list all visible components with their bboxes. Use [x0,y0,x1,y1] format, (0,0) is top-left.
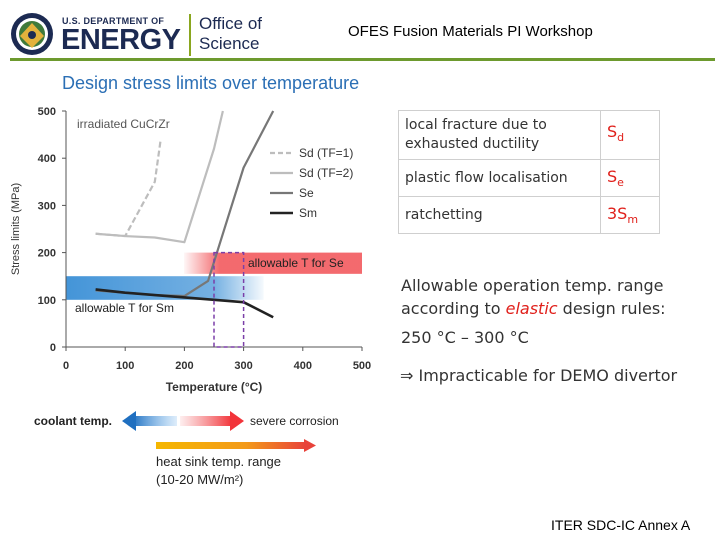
heat-sink-arrow-head [304,439,316,452]
band-label-sm: allowable T for Sm [75,301,174,315]
info-line-1: Allowable operation temp. range [401,276,664,295]
table-cell-line: local fracture due to [405,117,547,133]
x-tick-label: 400 [294,360,312,372]
corrosion-label: severe corrosion [250,414,339,428]
doe-logo: U.S. DEPARTMENT OF ENERGY Office of Scie… [6,8,274,58]
table-row: local fracture due to exhausted ductilit… [398,110,660,160]
legend-label: Se [299,186,314,200]
y-tick-label: 200 [38,248,56,260]
coolant-label: coolant temp. [34,414,112,428]
info-post: design rules: [557,299,666,318]
source-citation: ITER SDC-IC Annex A [551,517,691,533]
table-cell-symbol: Sd [600,110,660,160]
logo-divider [189,14,191,56]
header-rule [10,58,715,61]
logo-energy-text: ENERGY [61,24,181,56]
temp-range: 250 °C – 300 °C [401,328,529,347]
conclusion: ⇒ Impracticable for DEMO divertor [400,366,678,385]
coolant-arrow-head [122,411,136,431]
y-tick-label: 500 [38,106,56,118]
y-tick-label: 0 [50,342,56,354]
table-cell-symbol: Se [600,159,660,197]
failure-mode-table: local fracture due to exhausted ductilit… [398,110,660,234]
corrosion-arrow-head [230,411,244,431]
x-tick-label: 300 [234,360,252,372]
table-row: ratchetting 3Sm [398,196,660,234]
table-cell-line: exhausted ductility [405,136,540,152]
y-axis-label: Stress limits (MPa) [10,183,22,275]
heat-sink-sublabel: (10-20 MW/m²) [156,472,243,487]
symbol-main: S [607,166,618,186]
corrosion-arrow-body [180,416,232,426]
material-label: irradiated CuCrZr [77,117,170,131]
table-cell-mode: ratchetting [398,196,601,234]
y-tick-label: 300 [38,200,56,212]
slide-title: OFES Fusion Materials PI Workshop [348,23,593,40]
info-pre: according to [401,299,506,318]
symbol-sub: m [627,213,639,227]
legend-label: Sd (TF=2) [299,166,353,180]
legend-label: Sd (TF=1) [299,146,353,160]
info-line-2: according to elastic design rules: [401,299,666,318]
symbol-sub: d [617,131,625,145]
x-tick-label: 200 [175,360,193,372]
logo-office-line1: Office of [199,14,262,33]
table-cell-mode: plastic flow localisation [398,159,601,197]
x-axis-label: Temperature (°C) [166,380,263,394]
info-elastic: elastic [505,299,558,318]
band-label-se: allowable T for Se [248,256,344,270]
coolant-arrow-body [132,416,177,426]
logo-office-text: Office of Science [199,14,262,54]
allowable-range-box [213,251,245,348]
symbol-main: S [607,122,618,142]
heat-sink-label: heat sink temp. range [156,454,281,469]
heat-sink-arrow-body [156,442,306,449]
table-cell-mode: local fracture due to exhausted ductilit… [398,110,601,160]
x-tick-label: 0 [63,360,69,372]
series-line-sd-tf-2- [95,110,224,244]
x-tick-label: 500 [353,360,371,372]
y-tick-label: 400 [38,153,56,165]
symbol-main: 3S [607,203,628,223]
symbol-sub: e [617,176,624,190]
y-tick-label: 100 [38,295,56,307]
table-cell-symbol: 3Sm [600,196,660,234]
chart-title: Design stress limits over temperature [62,73,359,93]
logo-office-line2: Science [199,34,260,53]
series-line-sd-tf-1- [95,139,162,238]
band-se [184,252,362,274]
legend-label: Sm [299,206,317,220]
table-row: plastic flow localisation Se [398,159,660,197]
stress-limit-chart: Design stress limits over temperature 0 10… [10,73,371,487]
x-tick-label: 100 [116,360,134,372]
logo-department-text: U.S. DEPARTMENT OF [62,16,165,26]
doe-seal-icon [11,13,53,55]
